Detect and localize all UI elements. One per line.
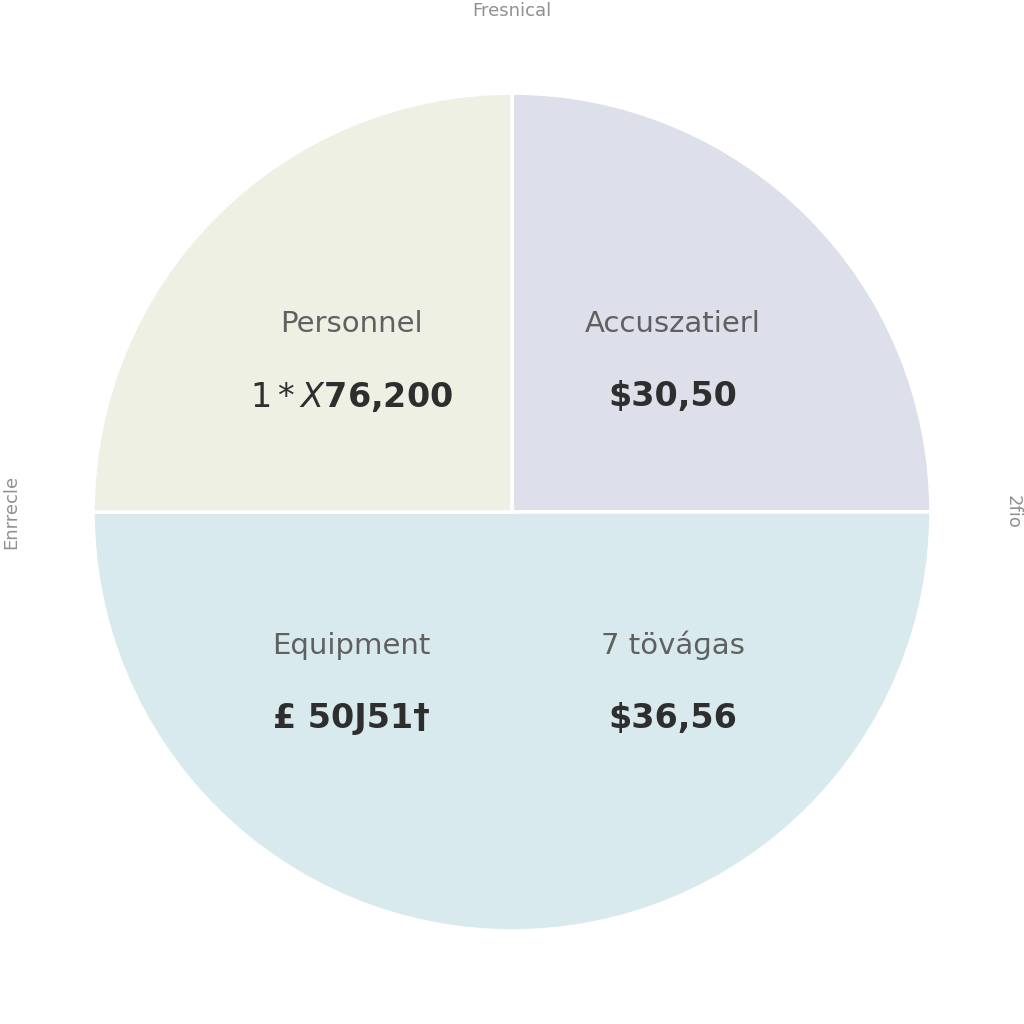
Wedge shape — [512, 93, 931, 512]
Text: Accuszatierl: Accuszatierl — [585, 309, 761, 338]
Text: $1*X $76,200: $1*X $76,200 — [250, 380, 453, 414]
Wedge shape — [93, 93, 512, 512]
Text: £ 50J51†: £ 50J51† — [272, 702, 429, 735]
Text: 7 töváɡas: 7 töváɡas — [601, 631, 744, 660]
Text: Equipment: Equipment — [271, 632, 430, 659]
Text: $30,50: $30,50 — [608, 380, 737, 413]
Text: 2fio: 2fio — [1004, 495, 1022, 529]
Text: Fresnical: Fresnical — [472, 2, 552, 20]
Text: $36,56: $36,56 — [608, 702, 737, 735]
Text: Personnel: Personnel — [280, 309, 422, 338]
Wedge shape — [93, 512, 931, 931]
Text: Enrrecle: Enrrecle — [2, 475, 20, 549]
